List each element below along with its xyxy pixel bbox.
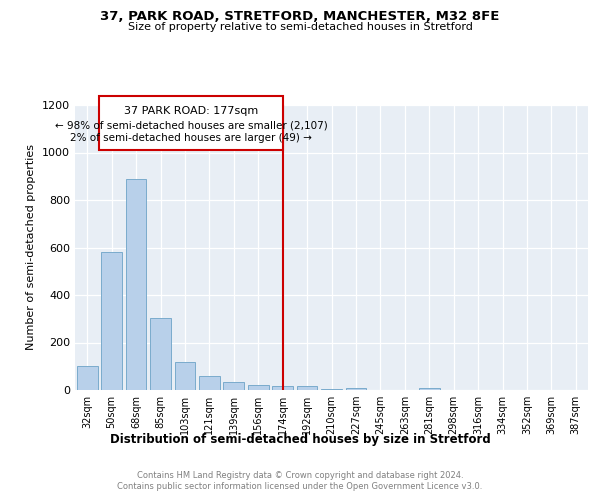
Text: Contains HM Land Registry data © Crown copyright and database right 2024.: Contains HM Land Registry data © Crown c… [137,471,463,480]
Bar [101,252,122,390]
Bar [223,382,244,390]
Y-axis label: Number of semi-detached properties: Number of semi-detached properties [26,144,37,350]
Text: ← 98% of semi-detached houses are smaller (2,107): ← 98% of semi-detached houses are smalle… [55,120,328,130]
Text: 37 PARK ROAD: 177sqm: 37 PARK ROAD: 177sqm [124,106,258,116]
Text: Contains public sector information licensed under the Open Government Licence v3: Contains public sector information licen… [118,482,482,491]
Bar [175,362,196,390]
Bar [419,388,440,390]
Text: 2% of semi-detached houses are larger (49) →: 2% of semi-detached houses are larger (4… [70,133,312,143]
Bar [296,386,317,390]
FancyBboxPatch shape [100,96,283,150]
Text: Distribution of semi-detached houses by size in Stretford: Distribution of semi-detached houses by … [110,432,490,446]
Bar [150,318,171,390]
Bar [248,385,269,390]
Bar [125,178,146,390]
Text: 37, PARK ROAD, STRETFORD, MANCHESTER, M32 8FE: 37, PARK ROAD, STRETFORD, MANCHESTER, M3… [100,10,500,23]
Bar [77,366,98,390]
Bar [272,386,293,390]
Bar [199,376,220,390]
Text: Size of property relative to semi-detached houses in Stretford: Size of property relative to semi-detach… [128,22,472,32]
Bar [346,388,367,390]
Bar [321,389,342,390]
